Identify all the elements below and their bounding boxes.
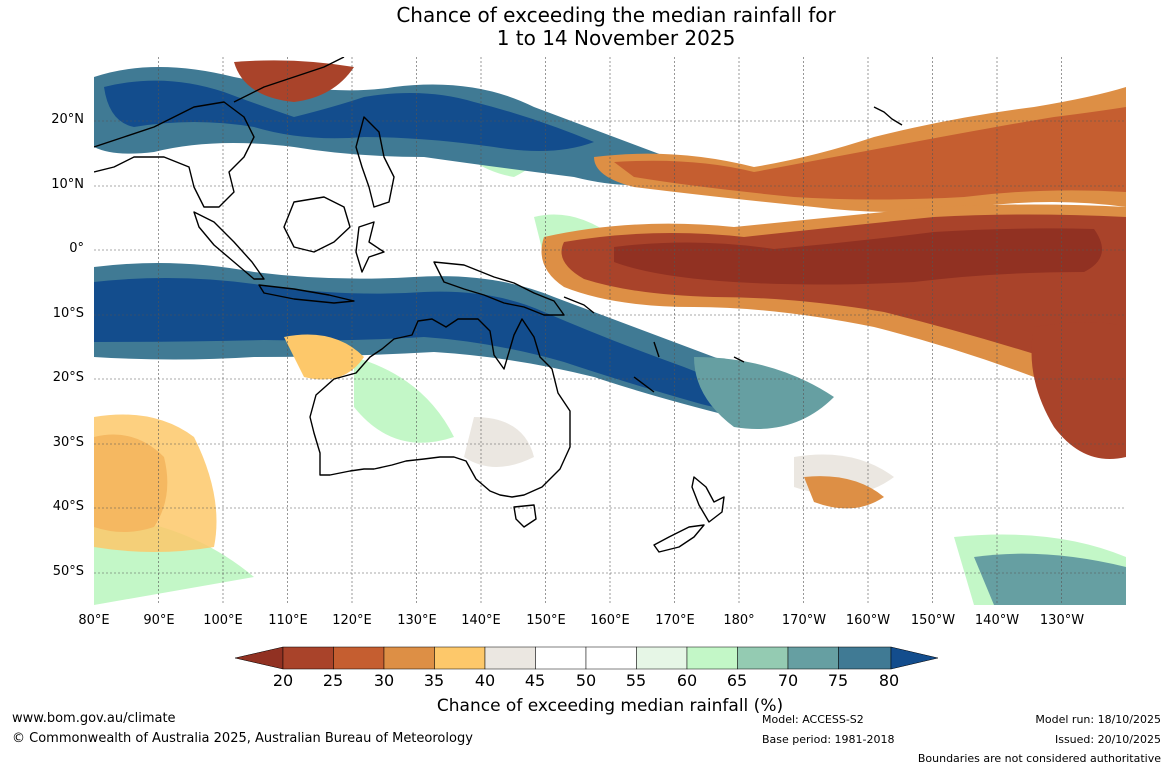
dry-patch-west-aus (284, 334, 364, 380)
lon-label-120e: 120°E (332, 613, 372, 628)
sulawesi-coast (355, 221, 385, 273)
lon-label-80e: 80°E (78, 613, 110, 628)
colorbar-segment-40-45 (484, 646, 536, 670)
colorbar-tick-40: 40 (474, 671, 496, 690)
new-guinea-coast (433, 261, 565, 316)
colorbar-tick-30: 30 (373, 671, 395, 690)
base-period: Base period: 1981-2018 (762, 733, 895, 746)
new-zealand-north (691, 476, 725, 523)
colorbar-tick-80: 80 (878, 671, 900, 690)
colorbar-tick-70: 70 (777, 671, 799, 690)
pale-green-patch (354, 357, 454, 443)
lat-label-20n: 20°N (51, 112, 84, 127)
issued-date: Issued: 20/10/2025 (1054, 733, 1161, 746)
map-canvas (94, 57, 1126, 605)
hawaii (873, 106, 903, 126)
colorbar-tick-45: 45 (524, 671, 546, 690)
lon-label-130w: 130°W (1039, 613, 1085, 628)
sumatra-coast (193, 211, 265, 280)
lat-label-0: 0° (69, 241, 84, 256)
dry-core-equatorial (614, 228, 1102, 285)
wet-band-south-pacific (974, 553, 1126, 605)
copyright-text: © Commonwealth of Australia 2025, Austra… (12, 731, 473, 746)
colorbar-segment-65-70 (737, 646, 789, 670)
lon-label-110e: 110°E (268, 613, 308, 628)
colorbar-segment-70-75 (787, 646, 839, 670)
lat-label-40s: 40°S (52, 499, 84, 514)
colorbar-segment-55-60 (636, 646, 688, 670)
dry-band-north-pacific (614, 107, 1126, 200)
map-title: Chance of exceeding the median rainfall … (0, 4, 1173, 50)
wet-core-philippines (104, 80, 594, 151)
lon-label-160w: 160°W (845, 613, 891, 628)
australia-coast (309, 318, 571, 498)
se-asia-coast (94, 101, 255, 208)
title-line-1: Chance of exceeding the median rainfall … (396, 3, 836, 27)
wet-band-sw-pacific (694, 357, 834, 429)
wet-core-equatorial (94, 278, 774, 410)
lon-label-140w: 140°W (974, 613, 1020, 628)
colorbar-tick-60: 60 (676, 671, 698, 690)
colorbar-segment-35-40 (434, 646, 486, 670)
lat-label-50s: 50°S (52, 564, 84, 579)
borneo-coast (283, 196, 351, 253)
colorbar-segment-20-25 (282, 646, 334, 670)
boundary-disclaimer: Boundaries are not considered authoritat… (917, 752, 1161, 765)
fiji (733, 356, 745, 363)
lat-label-10n: 10°N (51, 177, 84, 192)
lon-label-150e: 150°E (526, 613, 566, 628)
lon-label-170e: 170°E (655, 613, 695, 628)
colorbar-tick-50: 50 (575, 671, 597, 690)
colorbar-tick-75: 75 (827, 671, 849, 690)
lon-label-130e: 130°E (397, 613, 437, 628)
coastlines (94, 57, 903, 553)
lat-label-20s: 20°S (52, 370, 84, 385)
colorbar-tick-55: 55 (625, 671, 647, 690)
colorbar-segment-50-55 (585, 646, 637, 670)
website-link[interactable]: www.bom.gov.au/climate (12, 711, 176, 726)
colorbar-segment-75-80 (838, 646, 892, 670)
colorbar-tick-25: 25 (322, 671, 344, 690)
dry-patch-northwest (234, 60, 354, 102)
colorbar-low-arrow (235, 646, 284, 670)
colorbar-segment-30-35 (383, 646, 435, 670)
dry-anomalies (94, 60, 1126, 552)
lon-label-100e: 100°E (203, 613, 243, 628)
colorbar-tick-35: 35 (423, 671, 445, 690)
colorbar-segment-60-65 (686, 646, 738, 670)
dry-patch-south-indian (94, 414, 217, 552)
vanuatu (653, 341, 660, 358)
model-name: Model: ACCESS-S2 (762, 713, 864, 726)
colorbar-tick-20: 20 (272, 671, 294, 690)
lon-label-150w: 150°W (910, 613, 956, 628)
lat-label-30s: 30°S (52, 435, 84, 450)
colorbar (235, 646, 939, 670)
lon-label-180: 180° (723, 613, 755, 628)
lon-label-170w: 170°W (781, 613, 827, 628)
grey-patch (464, 417, 534, 467)
dry-band-east-pacific-south (1031, 322, 1126, 459)
china-coast (233, 57, 345, 103)
colorbar-high-arrow (890, 646, 939, 670)
colorbar-tick-65: 65 (726, 671, 748, 690)
lon-label-140e: 140°E (461, 613, 501, 628)
java-coast (258, 284, 355, 304)
colorbar-segment-25-30 (333, 646, 385, 670)
new-zealand-south (653, 524, 705, 553)
lat-label-10s: 10°S (52, 306, 84, 321)
tasmania-coast (513, 504, 537, 528)
solomon-islands (563, 296, 595, 314)
colorbar-label: Chance of exceeding median rainfall (%) (436, 696, 784, 716)
colorbar-segment-45-50 (535, 646, 587, 670)
lon-label-90e: 90°E (143, 613, 175, 628)
title-line-2: 1 to 14 November 2025 (496, 26, 736, 50)
lon-label-160e: 160°E (590, 613, 630, 628)
new-caledonia (633, 376, 655, 393)
philippines-coast (355, 116, 395, 208)
model-run-date: Model run: 18/10/2025 (1035, 713, 1161, 726)
rainfall-map (94, 57, 1126, 605)
dry-patch-southeast (804, 476, 884, 509)
grid-lines (94, 57, 1126, 605)
